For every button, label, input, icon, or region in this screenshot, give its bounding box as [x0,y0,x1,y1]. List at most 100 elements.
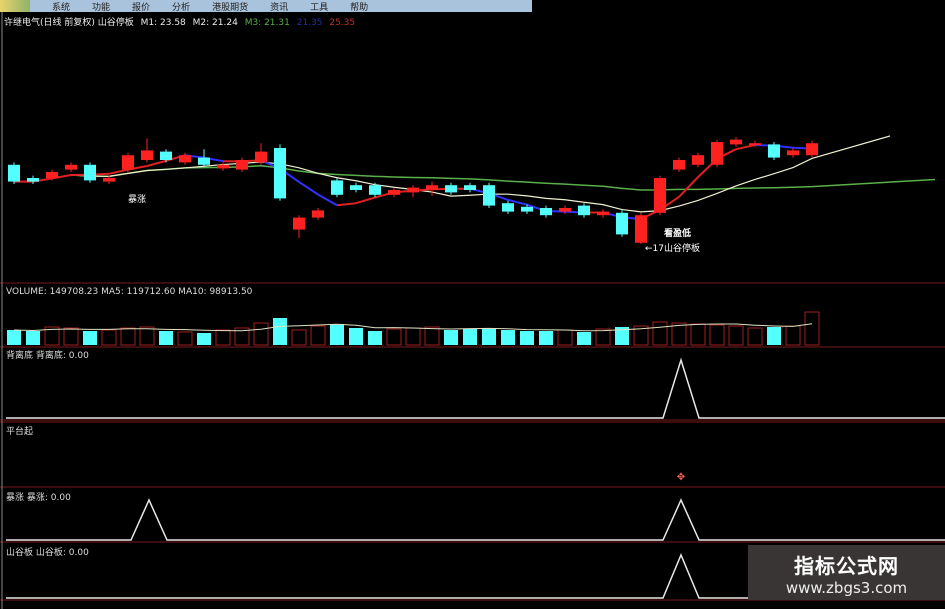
red-value: 25.35 [329,18,356,28]
candle-body [122,155,134,170]
volume-bar [83,331,97,345]
volume-bar [7,330,21,345]
ma5-segment [507,198,528,206]
blue-value: 21.35 [296,18,323,28]
volume-bar [615,327,629,345]
volume-bar [652,321,668,346]
watermark-url: www.zbgs3.com [785,579,908,597]
volume-bar [444,330,458,345]
volume-bar [501,330,515,345]
app-logo [0,0,30,12]
menu-hk-futures[interactable]: 港股期货 [212,2,249,13]
candle-body [65,164,77,170]
volume-bar [139,326,155,346]
volume-bar [215,329,231,346]
volume-bar [273,318,287,345]
candle-body [46,172,58,178]
menu-tools[interactable]: 工具 [310,2,329,13]
candle-body [160,151,172,160]
candle-body [293,217,305,230]
candle-body [198,157,210,165]
volume-bar [234,327,250,346]
ma5-segment [108,168,129,175]
candle-body [578,205,590,216]
candle-body [806,143,818,156]
volume-bar [177,331,193,346]
candle-body [274,148,286,199]
candle-body [483,185,495,206]
candle-body [369,185,381,195]
candle-body [464,185,476,190]
volume-bar [463,329,477,345]
volume-bar [424,326,440,346]
watermark: 指标公式网 www.zbgs3.com [748,545,945,600]
volume-bar [368,331,382,345]
volume-bar [26,331,40,345]
watermark-title: 指标公式网 [794,554,899,578]
candle-body [692,155,704,165]
candle-body [350,185,362,190]
platform-marker: ✥ [677,472,685,483]
volume-bar [520,331,534,345]
volume-bar [747,327,763,346]
candle-body [84,164,96,181]
m3-value: M3: 21.31 [244,18,290,28]
panel-label-platform: 平台起 [6,427,34,437]
menu-function[interactable]: 功能 [92,2,111,13]
menu-system[interactable]: 系统 [52,2,71,13]
volume-bar [804,311,820,346]
candle-body [255,151,267,163]
menu-quote[interactable]: 报价 [132,2,151,13]
volume-bar [709,324,725,346]
volume-bar [785,325,801,346]
volume-bar [330,324,344,345]
volume-bar [197,333,211,345]
candle-body [179,155,191,163]
candle-body [217,164,229,169]
bottom-annotation: 看盈低 [664,229,692,239]
chart-header: 许继电气(日线 前复权) 山谷停板 M1: 23.58 M2: 21.24 M3… [4,15,359,28]
candle-body [730,139,742,145]
candle-body [711,142,723,165]
volume-ma-line [13,323,813,332]
m2-value: M2: 21.24 [192,18,238,28]
volume-bar [120,327,136,346]
volume-bar [291,329,307,346]
volume-bar [577,332,591,345]
candle-body [521,206,533,212]
volume-bar [101,329,117,346]
candle-body [445,185,457,193]
menu-news[interactable]: 资讯 [270,2,289,13]
candle-body [502,203,514,212]
volume-bar [253,322,269,346]
volume-label: VOLUME: 149708.23 MA5: 119712.60 MA10: 9… [6,287,253,297]
panel-label-valley: 山谷板 山谷板: 0.00 [6,548,89,558]
candle-body [312,210,324,218]
candle-body [616,212,628,235]
volume-bar [405,327,421,346]
candle-body [236,160,248,170]
volume-bar [595,328,611,346]
candle-body [407,187,419,193]
signal-line [6,357,945,419]
panel-label-surge: 暴涨 暴涨: 0.00 [6,493,71,503]
candle-body [426,185,438,190]
volume-bar [310,325,326,346]
menu-analysis[interactable]: 分析 [172,2,191,13]
candle-body [654,178,666,213]
volume-bar [539,331,553,345]
panel-label-divergence: 背离底 背离底: 0.00 [6,351,89,361]
menu-help[interactable]: 帮助 [350,2,369,13]
volume-bar [557,329,573,346]
ma5-segment [355,196,376,205]
valley-annotation: ←17山谷停板 [645,244,700,254]
volume-bar [690,323,706,346]
ma5-segment [146,159,167,167]
volume-bar [728,325,744,346]
ma5-segment [336,202,357,207]
ma5-segment [298,181,319,196]
ma5-segment [678,176,699,198]
candle-body [141,150,153,160]
candle-body [8,164,20,182]
